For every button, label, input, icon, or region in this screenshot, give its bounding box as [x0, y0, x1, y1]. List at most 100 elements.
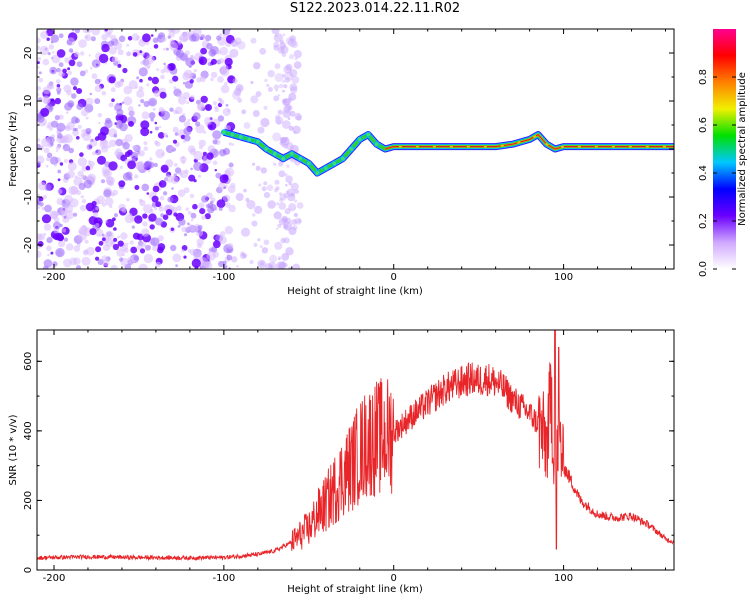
noise-blob	[153, 44, 159, 49]
noise-blob	[211, 246, 218, 253]
noise-blob	[100, 179, 104, 183]
noise-blob	[286, 164, 290, 168]
ridge-dot	[221, 129, 227, 136]
noise-blob	[85, 202, 95, 212]
noise-blob	[294, 199, 298, 203]
noise-blob	[101, 91, 107, 96]
noise-blob	[138, 67, 148, 77]
noise-blob	[259, 47, 267, 55]
noise-blob	[117, 80, 124, 87]
noise-blob	[206, 251, 216, 261]
noise-blob	[173, 86, 177, 90]
noise-blob	[141, 183, 150, 192]
noise-blob	[107, 40, 115, 47]
noise-blob	[122, 67, 128, 74]
page-title: S122.2023.014.22.11.R02	[289, 1, 461, 16]
noise-blob	[97, 112, 103, 118]
noise-blob	[92, 151, 96, 156]
noise-blob	[159, 91, 167, 99]
noise-blob	[134, 174, 139, 179]
noise-blob	[67, 67, 71, 71]
noise-blob	[88, 161, 95, 167]
noise-blob	[49, 142, 54, 147]
noise-blob	[199, 59, 204, 64]
noise-blob	[257, 238, 261, 242]
noise-blob	[253, 242, 258, 247]
x-tick-label: -100	[213, 573, 236, 584]
noise-blob	[160, 164, 169, 173]
snr-series-line	[37, 330, 674, 562]
noise-blob	[219, 33, 223, 37]
noise-blob	[37, 113, 42, 122]
noise-blob	[122, 172, 131, 181]
noise-blob	[155, 141, 161, 147]
noise-blob	[51, 54, 61, 64]
noise-blob	[144, 61, 151, 68]
noise-blob	[294, 112, 302, 121]
noise-blob	[279, 136, 286, 143]
noise-blob	[227, 109, 231, 113]
noise-blob	[90, 138, 94, 142]
noise-blob	[38, 77, 44, 83]
noise-blob	[190, 212, 197, 219]
noise-blob	[225, 202, 231, 208]
noise-blob	[224, 184, 228, 188]
noise-blob	[159, 195, 165, 201]
noise-blob	[66, 170, 75, 179]
noise-blob	[190, 95, 195, 100]
noise-blob	[155, 217, 163, 226]
noise-blob	[80, 132, 86, 138]
noise-blob	[138, 86, 144, 92]
noise-blob	[288, 97, 293, 102]
noise-blob	[101, 233, 105, 237]
noise-blob	[218, 97, 222, 101]
noise-blob	[189, 79, 194, 84]
noise-blob	[292, 125, 301, 134]
noise-blob	[58, 33, 64, 39]
noise-blob	[84, 34, 92, 42]
noise-blob	[50, 251, 54, 255]
noise-blob	[76, 265, 81, 269]
noise-blob	[78, 232, 87, 241]
noise-blob	[138, 104, 141, 107]
noise-blob	[251, 220, 258, 227]
noise-blob	[136, 89, 145, 98]
noise-blob	[140, 99, 145, 104]
noise-blob	[154, 121, 158, 125]
noise-blob	[167, 35, 171, 39]
noise-blob	[67, 161, 77, 171]
noise-blob	[245, 197, 250, 202]
noise-blob	[105, 230, 114, 240]
noise-blob	[95, 223, 100, 228]
noise-blob	[266, 83, 270, 88]
noise-blob	[277, 257, 281, 261]
colorbar-tick-label: 0.8	[698, 69, 709, 85]
noise-blob	[108, 46, 117, 55]
noise-blob	[124, 134, 133, 143]
noise-blob	[37, 161, 41, 166]
noise-blob	[70, 186, 79, 195]
noise-blob	[179, 33, 189, 43]
ridge-dot	[229, 131, 236, 138]
noise-blob	[46, 237, 53, 244]
noise-blob	[193, 29, 202, 37]
noise-blob	[79, 204, 87, 212]
noise-blob	[289, 110, 296, 117]
ridge-dot	[280, 155, 287, 162]
snr-y-axis-label: SNR (10 * v/v)	[8, 414, 19, 485]
noise-blob	[171, 176, 179, 185]
noise-blob	[143, 146, 148, 151]
ridge-dot	[356, 136, 363, 143]
noise-blob	[210, 200, 214, 205]
noise-blob	[53, 227, 60, 234]
noise-blob	[37, 200, 41, 206]
noise-blob	[267, 87, 273, 92]
noise-blob	[37, 233, 43, 241]
x-tick-label: -100	[213, 272, 236, 283]
noise-blob	[162, 191, 168, 196]
noise-blob	[201, 215, 206, 221]
noise-blob	[277, 94, 281, 97]
noise-blob	[143, 100, 150, 108]
noise-blob	[143, 141, 148, 146]
noise-blob	[58, 62, 64, 68]
